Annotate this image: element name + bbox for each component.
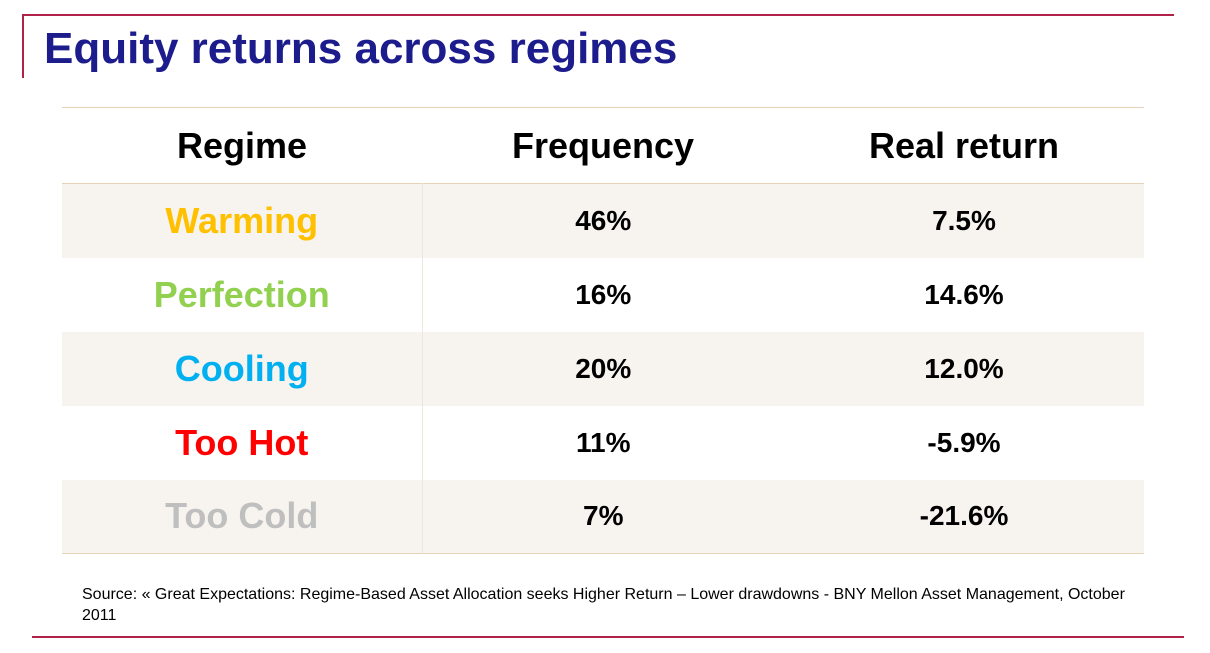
regime-name: Too Hot	[62, 405, 423, 480]
regime-table: Regime Frequency Real return Warming 46%…	[62, 107, 1144, 554]
regime-name: Too Cold	[62, 479, 423, 554]
real-return-value: 14.6%	[924, 278, 1004, 310]
frequency-value: 7%	[583, 500, 624, 532]
real-return-value: 7.5%	[932, 204, 996, 236]
regime-name: Warming	[62, 183, 423, 258]
regime-name: Perfection	[62, 257, 423, 332]
top-rule	[22, 14, 1174, 16]
frequency-value: 46%	[575, 204, 632, 236]
source-note: Source: « Great Expectations: Regime-Bas…	[82, 586, 1125, 624]
page-title: Equity returns across regimes	[44, 24, 678, 73]
table-row: Warming 46% 7.5%	[62, 183, 1144, 258]
regime-name: Cooling	[62, 331, 423, 406]
frequency-value: 11%	[576, 426, 631, 458]
header-real-return: Real return	[868, 124, 1060, 166]
real-return-value: 12.0%	[924, 352, 1004, 384]
header-regime: Regime	[176, 124, 308, 166]
table-row: Perfection 16% 14.6%	[62, 257, 1144, 332]
header-frequency: Frequency	[511, 124, 695, 166]
real-return-value: -5.9%	[927, 426, 1001, 458]
table-row: Too Hot 11% -5.9%	[62, 405, 1144, 480]
table-header-row: Regime Frequency Real return	[62, 107, 1144, 184]
left-rule	[22, 14, 24, 78]
bottom-rule	[32, 636, 1184, 638]
table-row: Cooling 20% 12.0%	[62, 331, 1144, 406]
frequency-value: 16%	[575, 278, 632, 310]
table-row: Too Cold 7% -21.6%	[62, 479, 1144, 554]
frequency-value: 20%	[575, 352, 632, 384]
real-return-value: -21.6%	[919, 500, 1009, 532]
